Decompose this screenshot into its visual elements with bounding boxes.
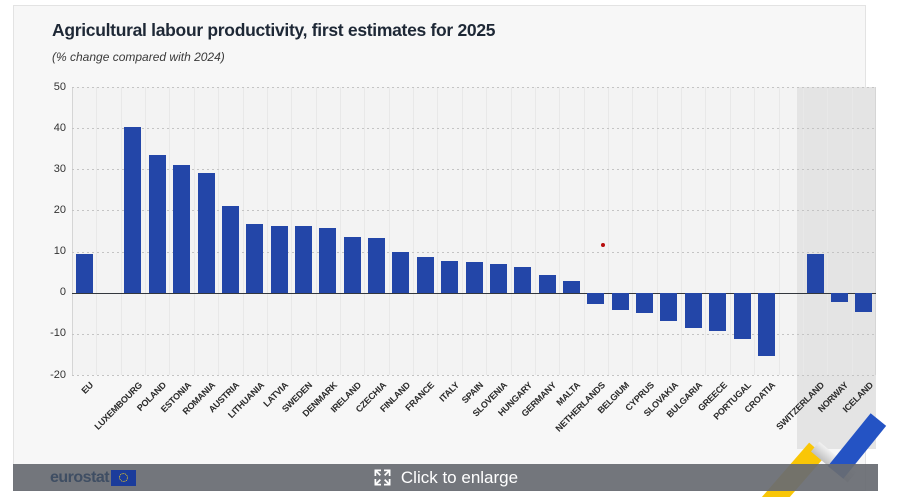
vertical-gridline (608, 87, 609, 375)
bar-portugal (733, 292, 751, 340)
bar-belgium (611, 292, 629, 310)
y-tick-label: -20 (50, 368, 66, 381)
vertical-gridline (437, 87, 439, 375)
chart-title: Agricultural labour productivity, first … (52, 20, 496, 40)
vertical-gridline (120, 87, 122, 375)
y-tick-label: -10 (50, 327, 66, 340)
vertical-gridline (218, 87, 220, 375)
vertical-gridline (145, 87, 147, 375)
horizontal-gridline (72, 128, 876, 130)
vertical-gridline (340, 87, 341, 375)
bar-greece (709, 292, 727, 332)
bar-slovakia (660, 292, 678, 321)
plot-left-border (72, 87, 73, 375)
vertical-gridline (413, 87, 415, 375)
chart-card[interactable]: Agricultural labour productivity, first … (13, 5, 876, 497)
vertical-gridline (510, 87, 512, 375)
horizontal-gridline (72, 333, 876, 335)
vertical-gridline (291, 87, 293, 375)
vertical-gridline (778, 87, 780, 375)
bar-czechia (368, 238, 386, 293)
horizontal-gridline (72, 375, 876, 376)
vertical-gridline (169, 87, 171, 375)
plot-right-border (875, 87, 876, 375)
bar-italy (441, 260, 459, 293)
vertical-gridline (559, 87, 561, 375)
expand-icon (374, 469, 391, 486)
bar-malta (562, 280, 580, 293)
bar-netherlands (587, 292, 605, 304)
vertical-gridline (827, 87, 829, 375)
vertical-gridline (729, 87, 731, 375)
bar-finland (392, 251, 410, 293)
y-tick-label: 30 (53, 162, 66, 175)
bar-norway (830, 292, 848, 302)
bar-croatia (757, 292, 775, 357)
vertical-gridline (193, 87, 195, 375)
vertical-gridline (96, 87, 98, 375)
vertical-gridline (656, 87, 658, 375)
bar-bulgaria (684, 292, 702, 329)
bar-lithuania (246, 224, 264, 293)
vertical-gridline (315, 87, 317, 375)
y-tick-label: 40 (53, 121, 66, 134)
horizontal-gridline (72, 251, 876, 253)
bar-spain (465, 262, 483, 293)
bar-estonia (173, 165, 191, 293)
horizontal-gridline (72, 210, 876, 212)
bar-latvia (270, 226, 288, 293)
horizontal-gridline (72, 169, 876, 171)
zero-axis-line (72, 292, 876, 295)
vertical-gridline (242, 87, 244, 375)
bar-austria (221, 206, 239, 293)
vertical-gridline (583, 87, 585, 375)
vertical-gridline (364, 87, 366, 375)
bar-denmark (319, 227, 337, 293)
bar-iceland (855, 292, 873, 312)
eu-flag-icon (111, 469, 137, 486)
vertical-gridline (802, 87, 804, 375)
vertical-gridline (705, 87, 707, 375)
chart-subtitle: (% change compared with 2024) (52, 50, 225, 64)
y-tick-label: 10 (53, 245, 66, 258)
horizontal-gridline (72, 87, 876, 88)
x-label-eu: EU (79, 380, 96, 396)
bar-romania (197, 173, 215, 293)
vertical-gridline (266, 87, 268, 375)
vertical-gridline (754, 87, 756, 375)
bar-france (416, 256, 434, 293)
bar-luxembourg (124, 126, 142, 293)
eurostat-logo-text: eurostat (50, 468, 110, 486)
y-tick-label: 50 (53, 80, 66, 93)
vertical-gridline (632, 87, 634, 375)
bar-sweden (294, 226, 312, 293)
click-to-enlarge-bar[interactable]: eurostat Click to enlarge (13, 464, 878, 491)
vertical-gridline (851, 87, 853, 375)
vertical-gridline (486, 87, 488, 375)
vertical-gridline (681, 87, 683, 375)
eurostat-logo: eurostat (50, 468, 137, 487)
y-tick-label: 0 (59, 286, 66, 299)
vertical-gridline (388, 87, 390, 375)
red-data-dot (600, 242, 605, 247)
vertical-gridline (534, 87, 536, 375)
bar-hungary (514, 266, 532, 293)
vertical-gridline (461, 87, 463, 375)
bar-cyprus (636, 292, 654, 314)
enlarge-control[interactable]: Click to enlarge (373, 468, 518, 488)
bar-slovenia (489, 263, 507, 293)
bar-poland (148, 154, 166, 293)
enlarge-label: Click to enlarge (400, 467, 519, 487)
bar-germany (538, 275, 556, 293)
bar-chart-plot-area (72, 87, 876, 449)
bar-eu (75, 253, 93, 293)
y-tick-label: 20 (53, 203, 66, 216)
bar-switzerland (806, 254, 824, 293)
bar-ireland (343, 236, 361, 293)
